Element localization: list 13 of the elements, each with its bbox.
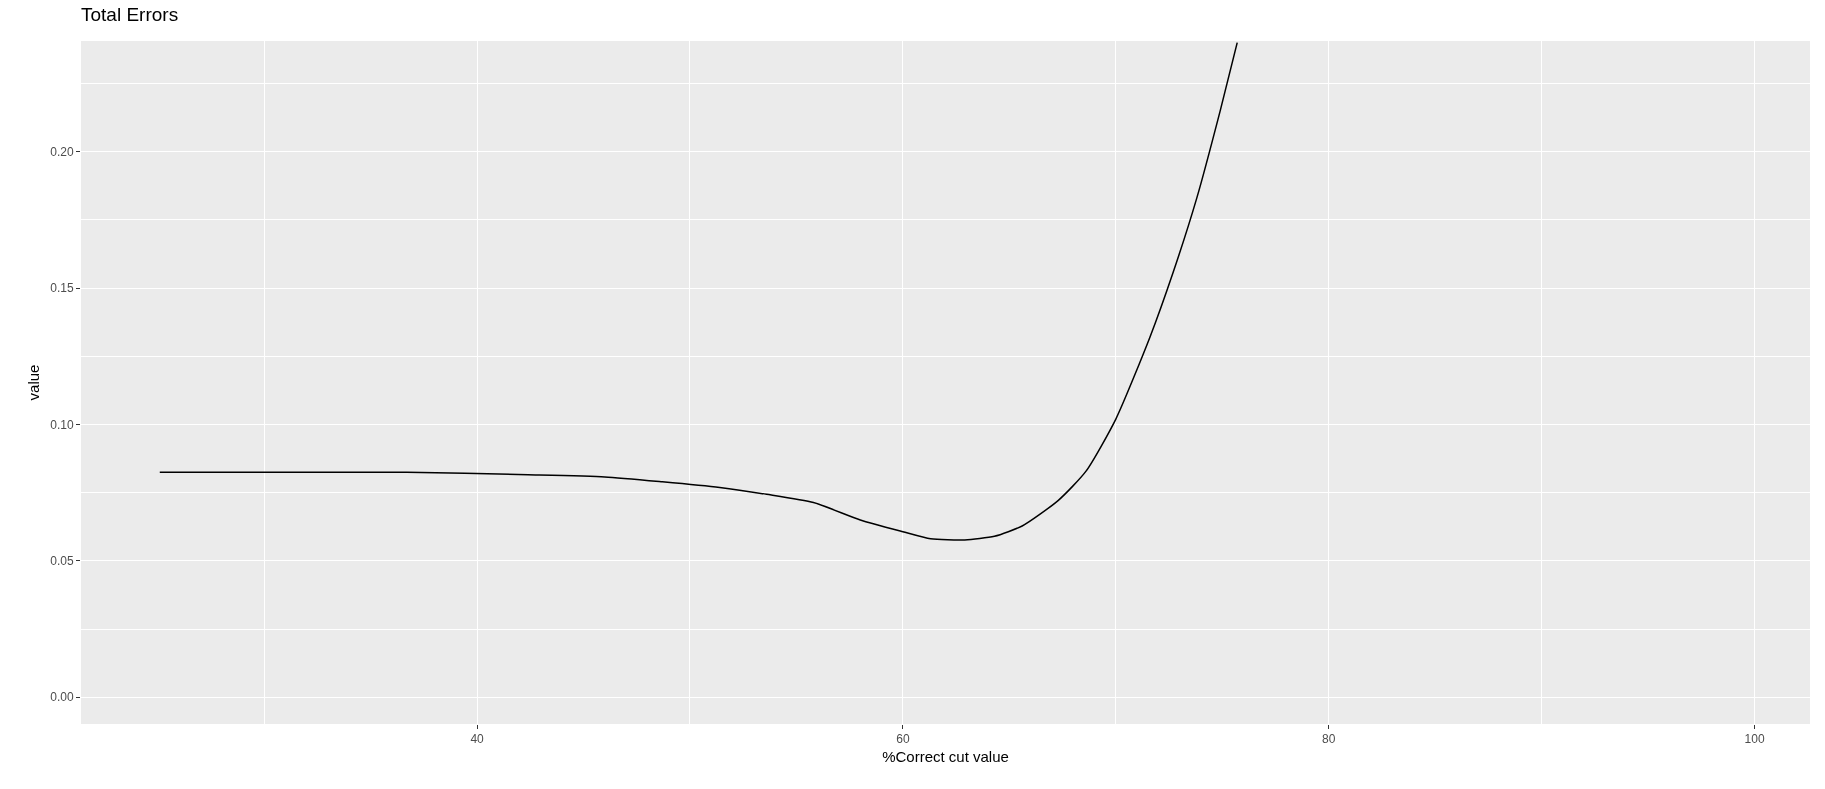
x-tick-label: 40 — [470, 732, 485, 747]
chart-title: Total Errors — [81, 4, 179, 26]
y-tick-label: 0.15 — [50, 281, 74, 296]
line-series — [159, 41, 1238, 541]
y-tick-label: 0.20 — [50, 144, 74, 159]
y-tick-label: 0.05 — [50, 554, 74, 569]
y-axis-title: value — [25, 364, 43, 401]
x-tick-label: 100 — [1744, 732, 1765, 747]
x-tick-label: 80 — [1322, 732, 1336, 747]
x-tick-label: 60 — [896, 732, 910, 747]
y-tick-label: 0.00 — [50, 690, 74, 705]
x-axis-title: %Correct cut value — [882, 748, 1009, 766]
y-tick-label: 0.10 — [50, 417, 74, 432]
